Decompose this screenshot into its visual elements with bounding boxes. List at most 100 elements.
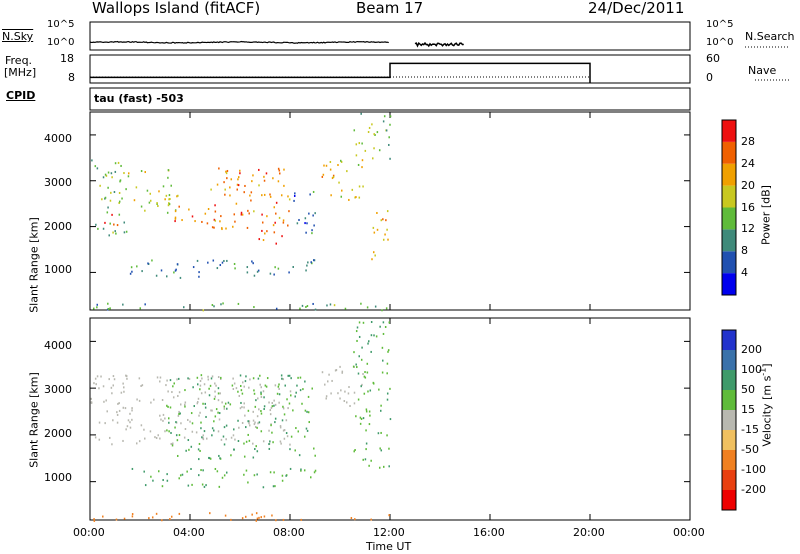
velocity-pixel <box>275 384 277 386</box>
velocity-pixel <box>358 373 360 375</box>
power-pixel <box>259 238 261 240</box>
velocity-pixel <box>142 384 144 386</box>
power-pixel <box>273 274 275 276</box>
velocity-pixel <box>184 389 186 391</box>
power-pixel <box>322 176 324 178</box>
velocity-pixel <box>172 444 174 446</box>
velocity-pixel <box>215 385 217 387</box>
power-pixel <box>194 220 196 222</box>
velocity-pixel <box>274 421 276 423</box>
velocity-pixel <box>366 410 368 412</box>
velocity-pixel <box>197 401 199 403</box>
power-pixel <box>275 243 277 245</box>
power-pixel <box>114 191 116 193</box>
velocity-pixel <box>252 411 254 413</box>
velocity-pixel <box>226 472 228 474</box>
velocity-pixel <box>255 399 256 401</box>
power-pixel <box>93 308 95 310</box>
velocity-pixel <box>260 410 262 412</box>
power-heatmap <box>91 113 391 312</box>
power-pixel <box>326 304 328 306</box>
velocity-pixel <box>157 376 159 378</box>
power-pixel <box>149 202 151 204</box>
velocity-pixel <box>294 395 296 397</box>
power-pixel <box>266 215 268 217</box>
power-pixel <box>253 306 255 308</box>
power-pixel <box>144 171 146 173</box>
velocity-pixel <box>346 401 348 403</box>
power-pixel <box>175 217 177 219</box>
velocity-pixel <box>162 479 164 481</box>
power-pixel <box>374 232 376 234</box>
velocity-pixel <box>174 427 176 429</box>
velocity-pixel <box>217 412 219 414</box>
power-pixel <box>386 129 388 131</box>
velocity-pixel <box>165 384 167 386</box>
velocity-pixel <box>191 446 193 448</box>
velocity-pixel <box>239 395 241 397</box>
velocity-pixel <box>164 417 166 419</box>
velocity-pixel <box>124 518 126 520</box>
velocity-pixel <box>160 419 162 421</box>
velocity-pixel <box>244 456 246 458</box>
velocity-pixel <box>205 416 207 418</box>
power-pixel <box>234 267 236 269</box>
power-pixel <box>110 200 112 202</box>
power-pixel <box>215 211 217 213</box>
power-pixel <box>306 222 308 224</box>
velocity-pixel <box>185 428 187 430</box>
velocity-pixel <box>344 400 346 402</box>
velocity-pixel <box>361 347 363 349</box>
power-pixel <box>307 305 309 307</box>
power-pixel <box>371 258 373 260</box>
velocity-pixel <box>366 408 368 410</box>
velocity-pixel <box>171 516 173 518</box>
power-pixel <box>248 212 250 214</box>
velocity-pixel <box>132 468 134 470</box>
velocity-pixel <box>281 374 283 376</box>
power-pixel <box>261 214 263 216</box>
velocity-pixel <box>253 457 255 459</box>
power-pixel <box>223 181 225 183</box>
power-pixel <box>111 176 113 178</box>
power-pixel <box>330 194 332 196</box>
velocity-pixel <box>176 378 178 380</box>
velocity-pixel <box>104 422 106 424</box>
power-pixel <box>313 191 315 193</box>
velocity-pixel <box>253 389 255 391</box>
velocity-pixel <box>253 420 255 422</box>
power-pixel <box>292 266 294 268</box>
velocity-pixel <box>367 343 369 345</box>
velocity-pixel <box>212 375 214 377</box>
power-pixel <box>205 213 207 215</box>
power-colorbar-segment <box>722 251 736 273</box>
velocity-pixel <box>170 379 172 381</box>
velocity-pixel <box>129 413 131 415</box>
power-pixel <box>226 260 228 262</box>
velocity-pixel <box>122 440 124 442</box>
power-pixel <box>198 276 200 278</box>
velocity-pixel <box>188 439 190 441</box>
power-pixel <box>238 303 240 305</box>
velocity-pixel <box>367 390 369 392</box>
power-pixel <box>226 172 228 174</box>
velocity-pixel <box>242 381 244 383</box>
velocity-pixel <box>306 428 308 430</box>
velocity-pixel <box>131 419 133 421</box>
power-pixel <box>219 220 221 222</box>
velocity-pixel <box>208 378 210 380</box>
velocity-pixel <box>386 434 388 436</box>
velocity-pixel <box>258 517 260 519</box>
velocity-pixel <box>211 434 213 436</box>
velocity-pixel <box>258 378 260 380</box>
velocity-pixel <box>290 468 292 470</box>
velocity-pixel <box>278 402 280 404</box>
velocity-pixel <box>287 435 289 437</box>
velocity-colorbar-segment <box>722 430 736 450</box>
velocity-pixel <box>252 443 254 445</box>
velocity-pixel <box>289 448 291 450</box>
power-pixel <box>215 220 217 222</box>
velocity-pixel <box>100 376 102 378</box>
velocity-pixel <box>179 513 181 515</box>
velocity-pixel <box>170 432 172 434</box>
